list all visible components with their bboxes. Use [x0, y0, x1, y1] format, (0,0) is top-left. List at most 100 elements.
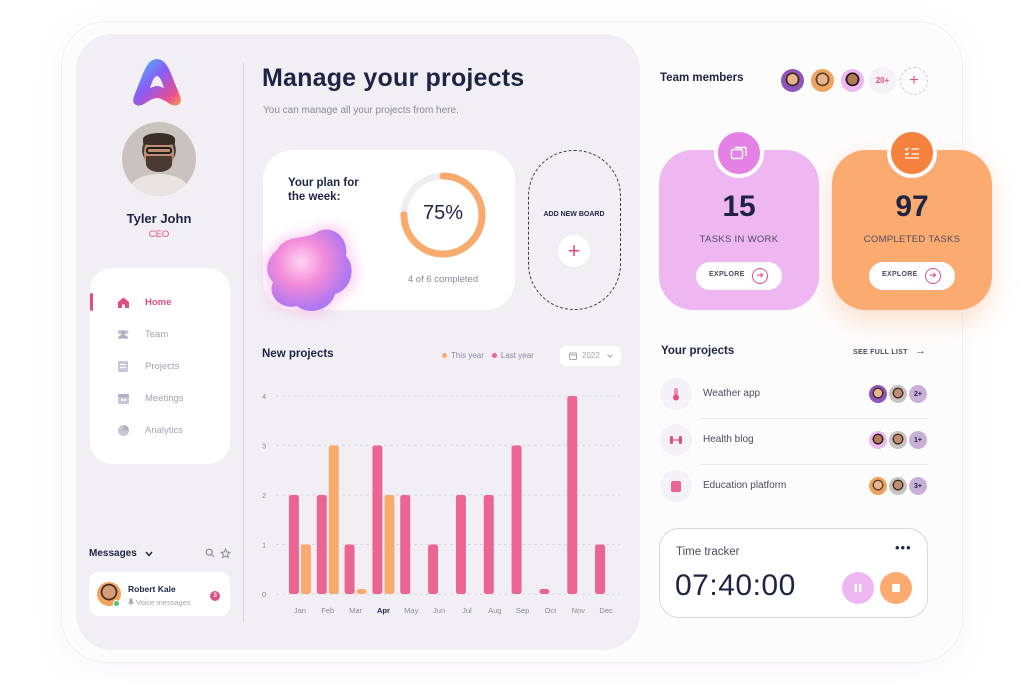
- team-more-count[interactable]: 20+: [869, 67, 896, 94]
- bar-this-year[interactable]: [328, 445, 339, 595]
- avatar: [888, 384, 908, 404]
- legend-this-year[interactable]: This year: [442, 351, 484, 360]
- thermometer-icon: [660, 378, 692, 410]
- bar-last-year[interactable]: [455, 495, 466, 594]
- sidebar-item-team[interactable]: Team: [90, 323, 230, 345]
- sidebar-item-projects[interactable]: Projects: [90, 355, 230, 377]
- pie-chart-icon: [116, 423, 130, 437]
- bar-last-year[interactable]: [400, 495, 411, 594]
- avatar: [868, 384, 888, 404]
- x-tick-label: Jan: [294, 606, 306, 615]
- add-member-button[interactable]: +: [900, 67, 928, 95]
- plan-title: Your plan for the week:: [288, 177, 359, 203]
- tasks-in-work-value: 15: [722, 190, 756, 223]
- year-select[interactable]: 2022: [560, 346, 621, 366]
- explore-label: EXPLORE: [882, 271, 918, 278]
- time-tracker-card: Time tracker ••• 07:40:00: [659, 528, 928, 618]
- page-subtitle: You can manage all your projects from he…: [263, 105, 459, 116]
- add-new-board-button[interactable]: ADD NEW BOARD +: [528, 150, 621, 310]
- pause-button[interactable]: [842, 572, 874, 604]
- x-tick-label: Feb: [321, 606, 334, 615]
- legend-last-year[interactable]: Last year: [491, 351, 534, 360]
- search-icon[interactable]: [205, 548, 215, 558]
- x-tick-label: Dec: [599, 606, 613, 615]
- arrow-right-icon[interactable]: →: [915, 345, 926, 357]
- explore-label: EXPLORE: [709, 271, 745, 278]
- see-full-list-link[interactable]: SEE FULL LIST: [853, 349, 908, 356]
- explore-button[interactable]: EXPLORE ➔: [869, 262, 955, 290]
- project-row[interactable]: Health blog 1+: [660, 424, 928, 465]
- dumbbell-icon: [660, 424, 692, 456]
- bar-last-year[interactable]: [288, 495, 299, 594]
- messages-title[interactable]: Messages: [89, 548, 137, 559]
- bar-last-year[interactable]: [316, 495, 327, 594]
- team-member-avatar[interactable]: [779, 67, 806, 94]
- completed-tasks-value: 97: [895, 190, 929, 223]
- new-projects-chart: 0 1 2 3 4 Jan Feb Mar Apr May Jun Jul Aug Sep Oct Nov De…: [262, 392, 620, 615]
- calendar-icon: [569, 352, 577, 360]
- bar-last-year[interactable]: [428, 544, 439, 595]
- user-avatar[interactable]: [122, 122, 196, 196]
- message-item[interactable]: Robert Kale Voice messages 3: [89, 572, 230, 616]
- arrow-right-icon: ➔: [925, 268, 941, 284]
- page-title: Manage your projects: [262, 64, 525, 92]
- message-preview-text: Voice messages: [136, 598, 191, 607]
- bar-last-year[interactable]: [595, 544, 606, 595]
- team-member-avatar[interactable]: [809, 67, 836, 94]
- project-row[interactable]: Education platform 3+: [660, 470, 928, 504]
- bar-this-year[interactable]: [384, 495, 395, 594]
- explore-button[interactable]: EXPLORE ➔: [696, 262, 782, 290]
- project-row[interactable]: Weather app 2+: [660, 378, 928, 419]
- plan-progress-ring: [400, 172, 486, 258]
- plus-icon[interactable]: +: [558, 235, 590, 267]
- project-member-count: 1+: [908, 430, 928, 450]
- decorative-blob: [262, 224, 357, 317]
- online-status-icon: [113, 600, 120, 607]
- project-name: Health blog: [703, 434, 754, 445]
- message-preview: Voice messages: [128, 598, 191, 607]
- bar-last-year[interactable]: [511, 445, 522, 595]
- sidebar-item-home[interactable]: Home: [90, 291, 230, 313]
- completed-tasks-card: 97 COMPLETED TASKS EXPLORE ➔: [832, 128, 992, 310]
- add-board-label: ADD NEW BOARD: [543, 211, 605, 218]
- y-tick-label: 4: [262, 392, 266, 401]
- book-icon: [660, 470, 692, 502]
- bar-last-year[interactable]: [539, 589, 550, 594]
- sidebar-item-label: Analytics: [145, 424, 184, 436]
- tasks-in-work-label: TASKS IN WORK: [699, 234, 779, 245]
- sidebar-item-meetings[interactable]: Meetings: [90, 387, 230, 409]
- y-tick-label: 3: [262, 442, 266, 451]
- project-member-count: 2+: [908, 384, 928, 404]
- unread-badge: 3: [210, 591, 220, 601]
- x-tick-label: Nov: [572, 606, 586, 615]
- message-sender: Robert Kale: [128, 584, 176, 594]
- time-tracker-value: 07:40:00: [675, 569, 796, 602]
- avatar: [888, 430, 908, 450]
- team-member-avatar[interactable]: [839, 67, 866, 94]
- chevron-down-icon: [607, 354, 613, 358]
- chart-title: New projects: [262, 348, 334, 360]
- x-tick-label: Oct: [545, 606, 558, 615]
- x-tick-label: May: [404, 606, 418, 615]
- bar-last-year[interactable]: [483, 495, 494, 594]
- projects-title: Your projects: [661, 345, 735, 357]
- sidebar-item-label: Meetings: [145, 392, 184, 404]
- bar-last-year[interactable]: [567, 396, 578, 594]
- bar-this-year[interactable]: [300, 544, 311, 595]
- sidebar-item-label: Projects: [145, 360, 180, 372]
- chart-legend: This year Last year: [442, 351, 534, 360]
- more-options-icon[interactable]: •••: [895, 540, 912, 555]
- chevron-down-icon[interactable]: [145, 551, 153, 557]
- sidebar-item-analytics[interactable]: Analytics: [90, 419, 230, 441]
- x-tick-label: Sep: [516, 606, 529, 615]
- stop-button[interactable]: [880, 572, 912, 604]
- x-tick-label: Mar: [349, 606, 362, 615]
- bar-last-year[interactable]: [344, 544, 355, 595]
- star-icon[interactable]: [220, 548, 231, 559]
- avatar: [888, 476, 908, 496]
- bar-last-year[interactable]: [372, 445, 383, 595]
- bar-this-year[interactable]: [356, 589, 367, 594]
- app-logo: [133, 59, 181, 106]
- pause-icon: [854, 584, 862, 592]
- calendar-icon: [116, 391, 130, 405]
